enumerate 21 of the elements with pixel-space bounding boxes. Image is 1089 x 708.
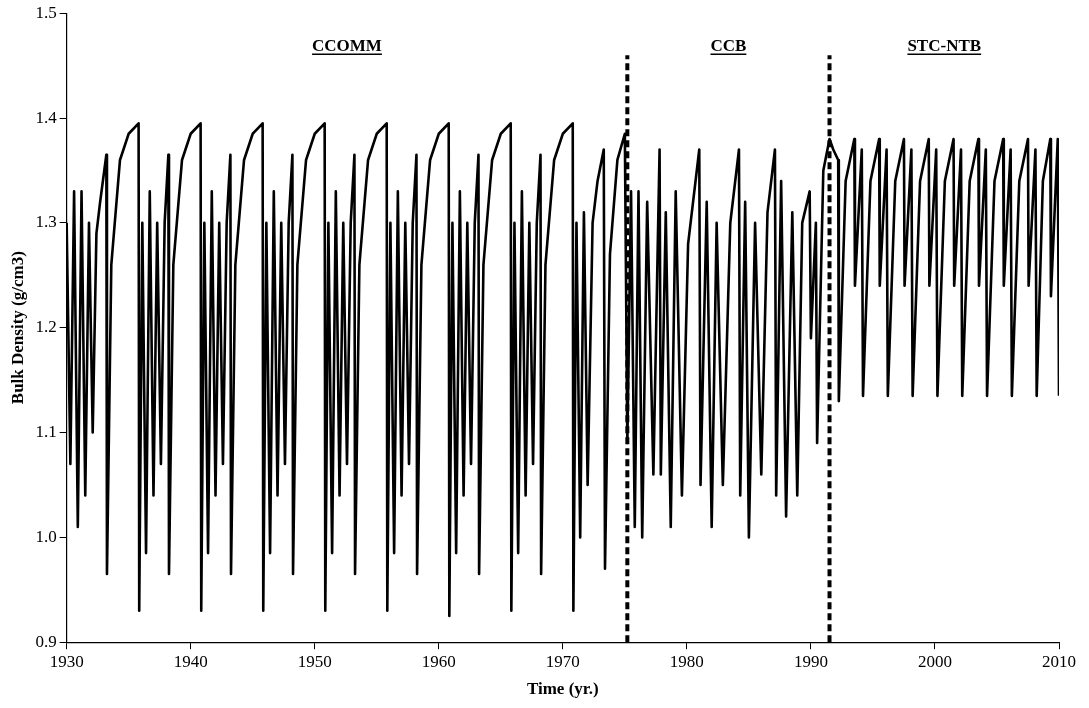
- x-tick-label: 2010: [1042, 651, 1076, 671]
- annotation: STC-NTB: [907, 36, 982, 56]
- x-tick-label: 1960: [421, 651, 456, 671]
- x-tick-label: 1930: [49, 651, 84, 671]
- x-axis-title: Time (yr.): [526, 679, 599, 699]
- x-tick-label: 1950: [297, 651, 332, 671]
- x-tick-label: 1970: [545, 651, 580, 671]
- annotation: CCB: [710, 36, 747, 56]
- y-tick-label: 1.1: [35, 422, 57, 441]
- annotation: CCOMM: [312, 36, 382, 56]
- x-tick-label: 1990: [793, 651, 828, 671]
- y-tick-label: 1.5: [35, 2, 57, 22]
- y-tick-label: 1.0: [35, 526, 57, 546]
- y-tick-label: 1.4: [35, 107, 58, 127]
- y-tick-label: 1.2: [35, 317, 57, 337]
- x-tick-label: 1940: [173, 651, 208, 671]
- x-tick-label: 2000: [917, 651, 952, 671]
- y-axis-title: Bulk Density (g/cm3): [7, 251, 27, 405]
- x-tick-label: 1980: [669, 651, 704, 671]
- y-tick-label: 1.3: [35, 212, 57, 232]
- y-tick-label: 0.9: [35, 631, 57, 651]
